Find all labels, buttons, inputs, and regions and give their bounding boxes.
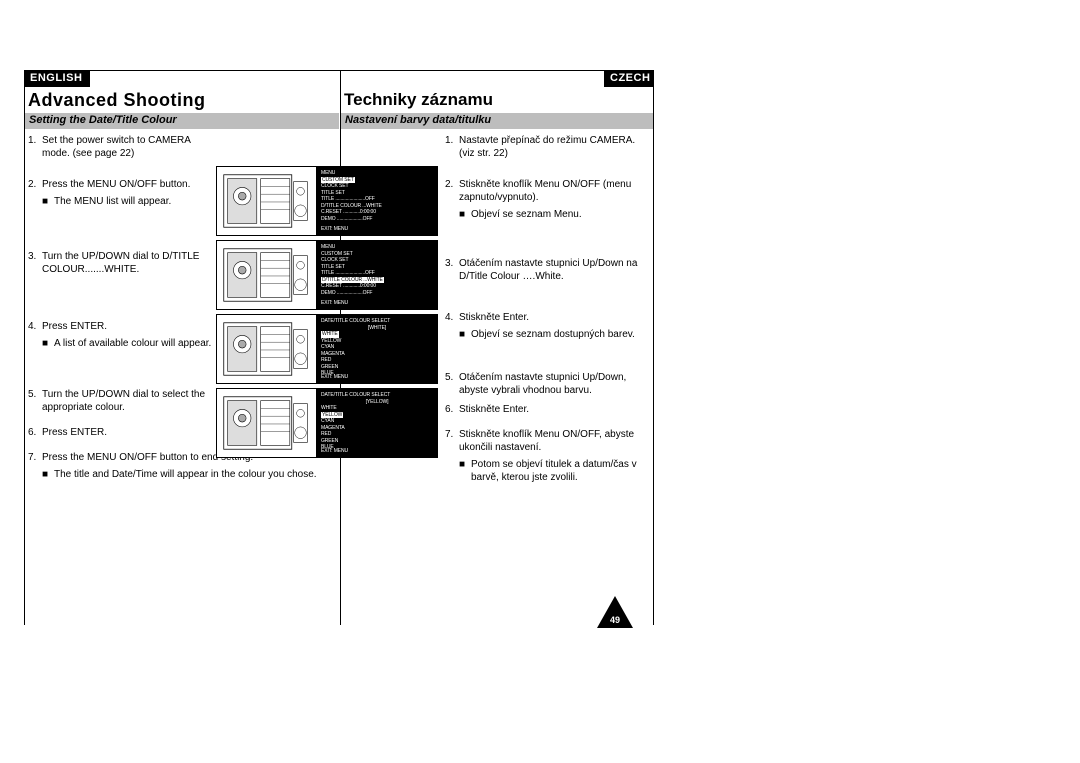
bullet-icon: ■ bbox=[459, 208, 471, 221]
diagram-column: MENUCUSTOM SETCLOCK SETTITLE SETTITLE ..… bbox=[216, 166, 438, 462]
step-number: 3. bbox=[28, 250, 42, 276]
step-number: 2. bbox=[445, 178, 459, 204]
step-text: Nastavte přepínač do režimu CAMERA. (viz… bbox=[459, 134, 650, 160]
step-text: Otáčením nastavte stupnici Up/Down na D/… bbox=[459, 257, 650, 283]
step-number: 1. bbox=[28, 134, 42, 160]
step-text: Stiskněte Enter. bbox=[459, 311, 650, 324]
menu-screen: DATE/TITLE COLOUR SELECT[YELLOW]WHITEYEL… bbox=[317, 389, 437, 457]
step-text: Press the MENU ON/OFF button. bbox=[42, 178, 216, 191]
sub-text: The title and Date/Time will appear in t… bbox=[54, 468, 317, 481]
bullet-icon: ■ bbox=[459, 328, 471, 341]
bullet-icon: ■ bbox=[42, 337, 54, 350]
camera-illustration bbox=[217, 241, 317, 309]
step-number: 7. bbox=[445, 428, 459, 454]
step-text: Stiskněte knoflík Menu ON/OFF, abyste uk… bbox=[459, 428, 645, 454]
sub-text: Objeví se seznam Menu. bbox=[471, 208, 582, 221]
step-number: 2. bbox=[28, 178, 42, 191]
diagram-row: DATE/TITLE COLOUR SELECT[YELLOW]WHITEYEL… bbox=[216, 388, 438, 458]
step-number: 7. bbox=[28, 451, 42, 464]
camera-illustration bbox=[217, 167, 317, 235]
sub-text: Objeví se seznam dostupných barev. bbox=[471, 328, 635, 341]
step-text: Stiskněte Enter. bbox=[459, 403, 650, 416]
diagram-row: DATE/TITLE COLOUR SELECT[WHITE]WHITEYELL… bbox=[216, 314, 438, 384]
menu-screen: DATE/TITLE COLOUR SELECT[WHITE]WHITEYELL… bbox=[317, 315, 437, 383]
left-column: 1.Set the power switch to CAMERA mode. (… bbox=[28, 134, 216, 481]
bullet-icon: ■ bbox=[42, 468, 54, 481]
sub-text: The MENU list will appear. bbox=[54, 195, 171, 208]
step-text: Set the power switch to CAMERA mode. (se… bbox=[42, 134, 216, 160]
step-text: Stiskněte knoflík Menu ON/OFF (menu zapn… bbox=[459, 178, 650, 204]
step-number: 4. bbox=[28, 320, 42, 333]
page-number: 49 bbox=[610, 615, 620, 625]
step-text: Turn the UP/DOWN dial to D/TITLE COLOUR.… bbox=[42, 250, 216, 276]
diagram-row: MENUCUSTOM SETCLOCK SETTITLE SETTITLE ..… bbox=[216, 166, 438, 236]
sub-text: A list of available colour will appear. bbox=[54, 337, 211, 350]
lang-label-english: ENGLISH bbox=[24, 70, 90, 87]
step-number: 6. bbox=[28, 426, 42, 439]
title-right: Techniky záznamu bbox=[344, 90, 493, 110]
subtitle-left: Setting the Date/Title Colour bbox=[25, 113, 339, 129]
step-number: 4. bbox=[445, 311, 459, 324]
page-number-badge: 49 bbox=[597, 596, 633, 628]
title-left: Advanced Shooting bbox=[28, 90, 206, 111]
step-text: Press ENTER. bbox=[42, 320, 216, 333]
camera-illustration bbox=[217, 389, 317, 457]
step-number: 1. bbox=[445, 134, 459, 160]
menu-screen: MENUCUSTOM SETCLOCK SETTITLE SETTITLE ..… bbox=[317, 167, 437, 235]
step-number: 5. bbox=[445, 371, 459, 397]
camera-illustration bbox=[217, 315, 317, 383]
step-number: 5. bbox=[28, 388, 42, 414]
step-text: Turn the UP/DOWN dial to select the appr… bbox=[42, 388, 216, 414]
step-number: 6. bbox=[445, 403, 459, 416]
right-column: 1.Nastavte přepínač do režimu CAMERA. (v… bbox=[445, 134, 650, 484]
lang-label-czech: CZECH bbox=[604, 70, 654, 87]
bullet-icon: ■ bbox=[459, 458, 471, 484]
step-text: Otáčením nastavte stupnici Up/Down, abys… bbox=[459, 371, 650, 397]
subtitle-right: Nastavení barvy data/titulku bbox=[341, 113, 653, 129]
step-number: 3. bbox=[445, 257, 459, 283]
sub-text: Potom se objeví titulek a datum/čas v ba… bbox=[471, 458, 645, 484]
diagram-row: MENUCUSTOM SETCLOCK SETTITLE SETTITLE ..… bbox=[216, 240, 438, 310]
bullet-icon: ■ bbox=[42, 195, 54, 208]
menu-screen: MENUCUSTOM SETCLOCK SETTITLE SETTITLE ..… bbox=[317, 241, 437, 309]
step-text: Press ENTER. bbox=[42, 426, 216, 439]
